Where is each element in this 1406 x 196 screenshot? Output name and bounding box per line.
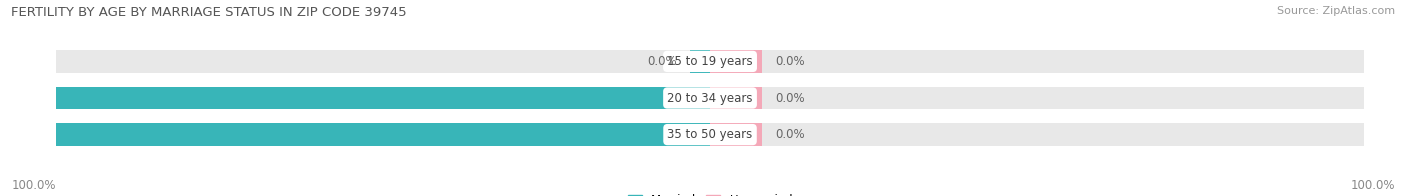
- Bar: [690, 50, 710, 73]
- Text: 20 to 34 years: 20 to 34 years: [668, 92, 752, 104]
- Text: 0.0%: 0.0%: [776, 92, 806, 104]
- Bar: [56, 123, 1364, 146]
- Legend: Married, Unmarried: Married, Unmarried: [627, 194, 793, 196]
- Text: 0.0%: 0.0%: [648, 55, 678, 68]
- Text: 100.0%: 100.0%: [1350, 179, 1395, 192]
- Bar: [56, 50, 1364, 73]
- Bar: [710, 123, 762, 146]
- Bar: [710, 50, 762, 73]
- Text: 100.0%: 100.0%: [0, 128, 46, 141]
- Bar: [710, 87, 762, 109]
- Text: FERTILITY BY AGE BY MARRIAGE STATUS IN ZIP CODE 39745: FERTILITY BY AGE BY MARRIAGE STATUS IN Z…: [11, 6, 406, 19]
- Bar: [56, 123, 710, 146]
- Text: Source: ZipAtlas.com: Source: ZipAtlas.com: [1277, 6, 1395, 16]
- Text: 100.0%: 100.0%: [11, 179, 56, 192]
- Text: 0.0%: 0.0%: [776, 55, 806, 68]
- Bar: [56, 87, 710, 109]
- Text: 15 to 19 years: 15 to 19 years: [668, 55, 752, 68]
- Text: 0.0%: 0.0%: [776, 128, 806, 141]
- Text: 100.0%: 100.0%: [0, 92, 46, 104]
- Text: 35 to 50 years: 35 to 50 years: [668, 128, 752, 141]
- Bar: [56, 87, 1364, 109]
